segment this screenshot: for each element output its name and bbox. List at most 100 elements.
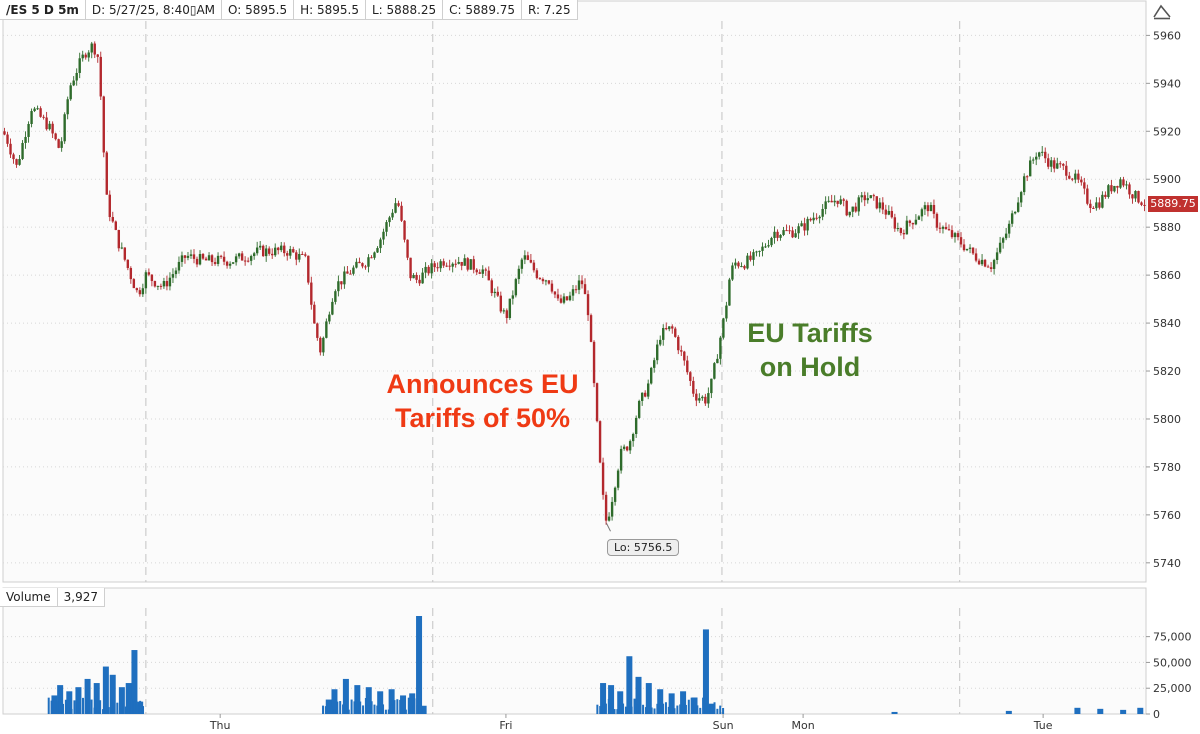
candle-body: [803, 223, 806, 231]
volume-bar: [630, 706, 633, 714]
candle-body: [349, 273, 352, 275]
volume-bar: [647, 705, 650, 714]
candle-body: [1035, 156, 1038, 160]
candle-body: [361, 263, 364, 267]
volume-bar: [66, 691, 73, 714]
candle-body: [334, 291, 337, 302]
candle-body: [989, 267, 993, 269]
symbol-label[interactable]: /ES 5 D 5m: [0, 0, 86, 20]
candle-body: [926, 205, 930, 212]
volume-header: Volume 3,927: [0, 588, 105, 607]
candle-body: [472, 259, 475, 270]
candle-body: [722, 318, 725, 338]
candle-body: [905, 220, 909, 235]
candle-body: [36, 108, 39, 110]
candle-body: [767, 245, 770, 247]
volume-bar: [653, 708, 656, 714]
time-tick-label: Thu: [209, 719, 231, 732]
candle-body: [255, 247, 259, 254]
candle-body: [1104, 194, 1107, 197]
volume-bar: [617, 691, 624, 714]
volume-bar: [670, 699, 673, 714]
candle-body: [788, 230, 791, 232]
candle-body: [156, 285, 160, 287]
candle-body: [93, 43, 96, 55]
candle-body: [646, 383, 650, 397]
time-tick-label: Fri: [499, 719, 512, 732]
candle-body: [595, 383, 599, 422]
volume-bar: [131, 650, 138, 714]
candle-body: [1113, 185, 1116, 192]
candle-body: [544, 280, 548, 282]
candle-body: [917, 216, 921, 220]
volume-bar: [676, 705, 679, 714]
candle-body: [842, 199, 845, 201]
candle-body: [776, 231, 779, 238]
candle-body: [701, 396, 704, 399]
last-price-tag: 5889.75: [1148, 196, 1198, 212]
volume-bar: [599, 706, 602, 714]
candle-body: [896, 228, 900, 230]
candle-body: [249, 256, 253, 261]
candle-body: [171, 274, 175, 278]
candle-body: [520, 259, 524, 269]
candle-body: [836, 200, 839, 204]
candle-body: [1074, 173, 1077, 180]
price-tick-label: 5920: [1153, 125, 1181, 138]
candle-body: [523, 255, 527, 260]
candle-body: [613, 487, 617, 502]
candle-body: [1131, 194, 1134, 199]
range-value: R: 7.25: [522, 0, 578, 20]
candle-body: [123, 247, 127, 260]
candle-body: [1101, 194, 1104, 208]
candle-body: [292, 249, 295, 253]
volume-bar: [382, 704, 385, 714]
volume-tick-label: 25,000: [1153, 682, 1192, 695]
price-tick-label: 5900: [1153, 173, 1181, 186]
candle-body: [24, 136, 27, 143]
candle-body: [352, 267, 355, 274]
candle-body: [511, 295, 515, 299]
candle-body: [1092, 207, 1095, 209]
candle-body: [433, 263, 436, 268]
volume-bar: [400, 695, 407, 714]
candle-body: [442, 261, 445, 266]
candle-body: [875, 196, 878, 209]
candle-body: [631, 433, 635, 442]
price-tick-label: 5960: [1153, 29, 1181, 42]
candle-body: [662, 328, 665, 340]
candle-body: [580, 280, 584, 285]
candle-body: [824, 201, 827, 209]
annotation-green-line2: on Hold: [759, 352, 861, 382]
candle-body: [1083, 182, 1086, 189]
candle-body: [159, 285, 163, 287]
candle-body: [1004, 233, 1008, 239]
candle-body: [710, 378, 713, 394]
volume-bar: [79, 708, 82, 714]
candle-body: [117, 229, 121, 249]
candle-body: [1068, 175, 1071, 179]
volume-bar: [93, 707, 96, 714]
candle-body: [677, 336, 680, 351]
candle-body: [108, 194, 111, 218]
volume-bar: [650, 707, 653, 714]
candle-body: [809, 218, 812, 221]
volume-bar: [347, 709, 350, 714]
candle-body: [283, 245, 286, 254]
candle-body: [932, 204, 936, 214]
volume-panel-frame: [2, 587, 1147, 715]
volume-bar: [642, 704, 645, 714]
candle-body: [228, 263, 232, 266]
candle-body: [983, 259, 987, 267]
candle-body: [295, 252, 298, 260]
candle-body: [1010, 213, 1014, 224]
candle-body: [1071, 178, 1074, 180]
candle-body: [728, 279, 731, 306]
candle-body: [445, 265, 448, 267]
low-value: L: 5888.25: [366, 0, 444, 20]
expand-collapse-icon[interactable]: [1151, 2, 1173, 20]
candle-body: [436, 267, 439, 269]
candle-body: [144, 272, 148, 289]
candle-body: [1056, 163, 1059, 169]
price-tick-label: 5760: [1153, 509, 1181, 522]
